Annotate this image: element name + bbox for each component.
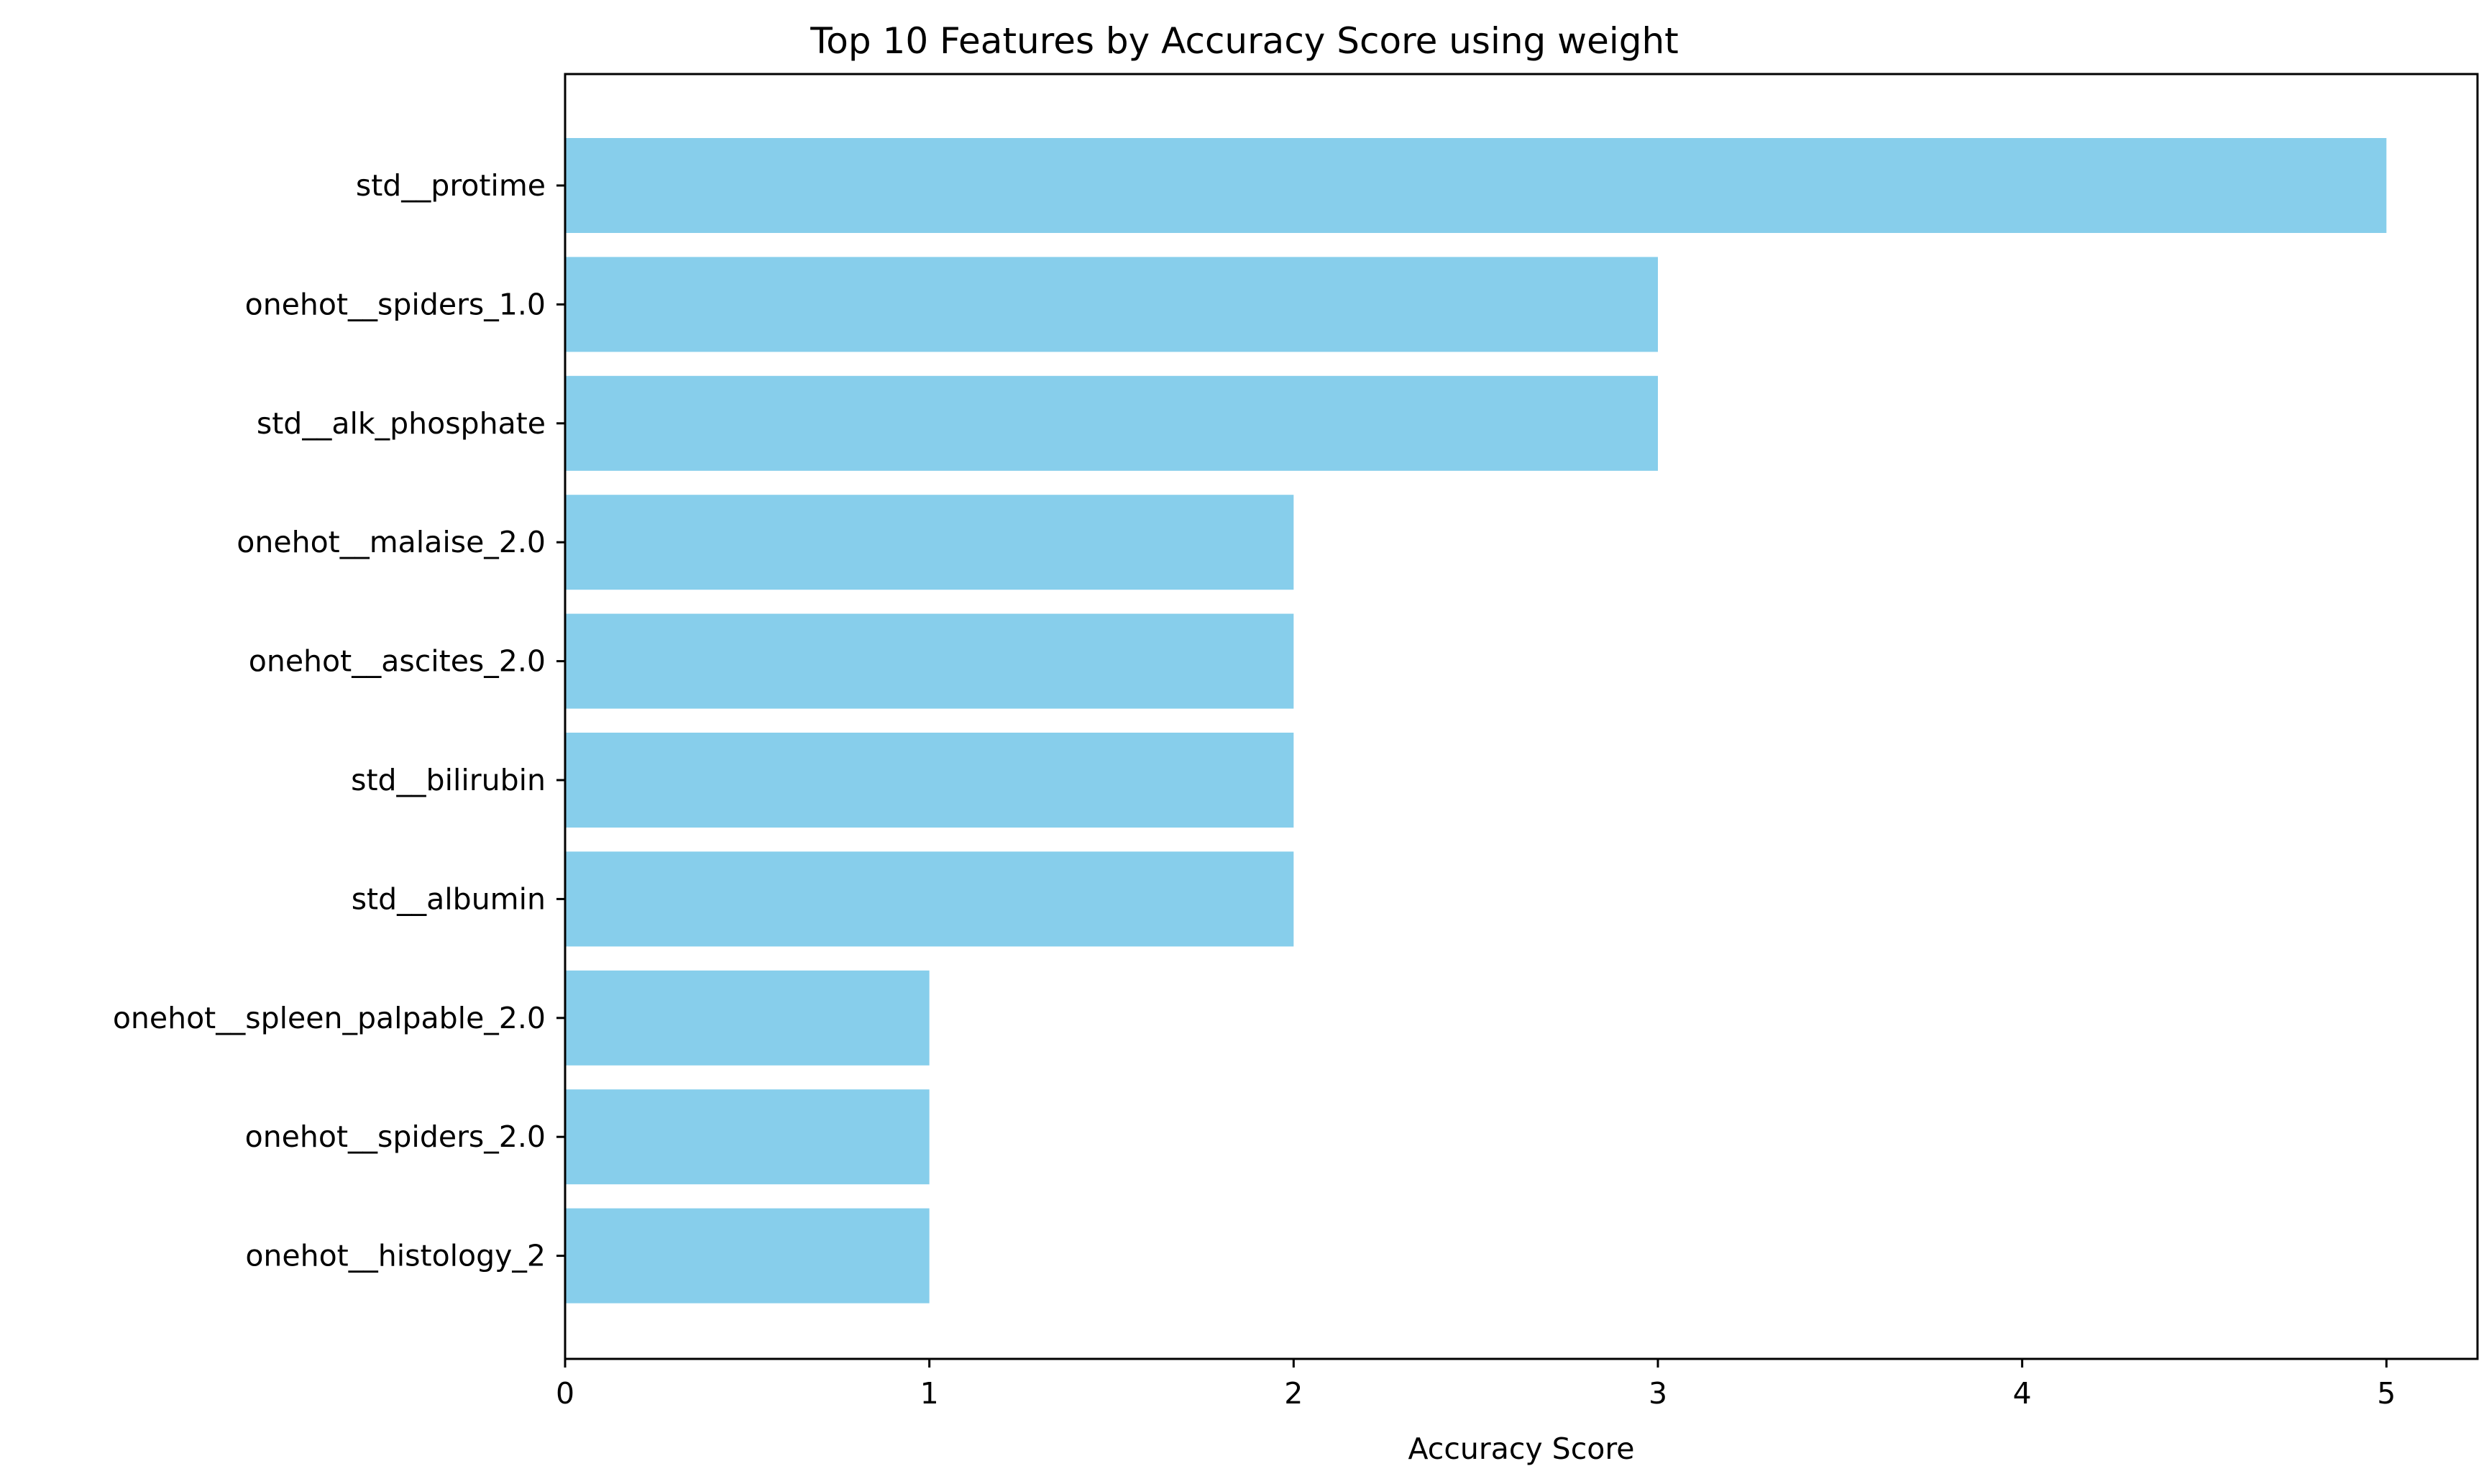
y-tick-label: onehot__histology_2 <box>245 1239 546 1273</box>
x-tick-label: 1 <box>920 1376 939 1411</box>
y-tick-label: std__alk_phosphate <box>257 406 546 441</box>
bar-onehot__malaise_2.0 <box>565 495 1294 590</box>
y-tick-label: onehot__ascites_2.0 <box>249 644 546 679</box>
bars-group <box>565 138 2387 1304</box>
x-axis-label: Accuracy Score <box>1408 1432 1634 1466</box>
x-tick-label: 5 <box>2377 1376 2396 1411</box>
bar-std__albumin <box>565 851 1294 947</box>
bar-onehot__histology_2 <box>565 1208 930 1304</box>
y-tick-label: onehot__malaise_2.0 <box>237 525 546 559</box>
y-tick-label: std__protime <box>356 168 546 203</box>
x-tick-label: 0 <box>556 1376 574 1411</box>
y-tick-label: onehot__spiders_1.0 <box>245 287 546 321</box>
y-tick-label: onehot__spiders_2.0 <box>245 1119 546 1154</box>
x-axis-ticks: 0 1 2 3 4 5 <box>556 1359 2396 1411</box>
x-tick-label: 4 <box>2013 1376 2032 1411</box>
y-axis-ticks: std__protime onehot__spiders_1.0 std__alk_… <box>113 168 565 1273</box>
bar-onehot__spiders_2.0 <box>565 1089 930 1185</box>
y-tick-label: onehot__spleen_palpable_2.0 <box>113 1001 546 1035</box>
bar-onehot__ascites_2.0 <box>565 613 1294 709</box>
bar-onehot__spiders_1.0 <box>565 257 1658 352</box>
bar-std__bilirubin <box>565 733 1294 828</box>
y-tick-label: std__albumin <box>352 881 546 916</box>
x-tick-label: 3 <box>1649 1376 1667 1411</box>
y-tick-label: std__bilirubin <box>351 763 546 797</box>
bar-std__protime <box>565 138 2387 233</box>
plot-frame <box>564 73 2479 1360</box>
bar-onehot__spleen_palpable_2.0 <box>565 970 930 1066</box>
bar-std__alk_phosphate <box>565 375 1658 471</box>
x-tick-label: 2 <box>1284 1376 1303 1411</box>
chart-title: Top 10 Features by Accuracy Score using … <box>810 20 1679 62</box>
